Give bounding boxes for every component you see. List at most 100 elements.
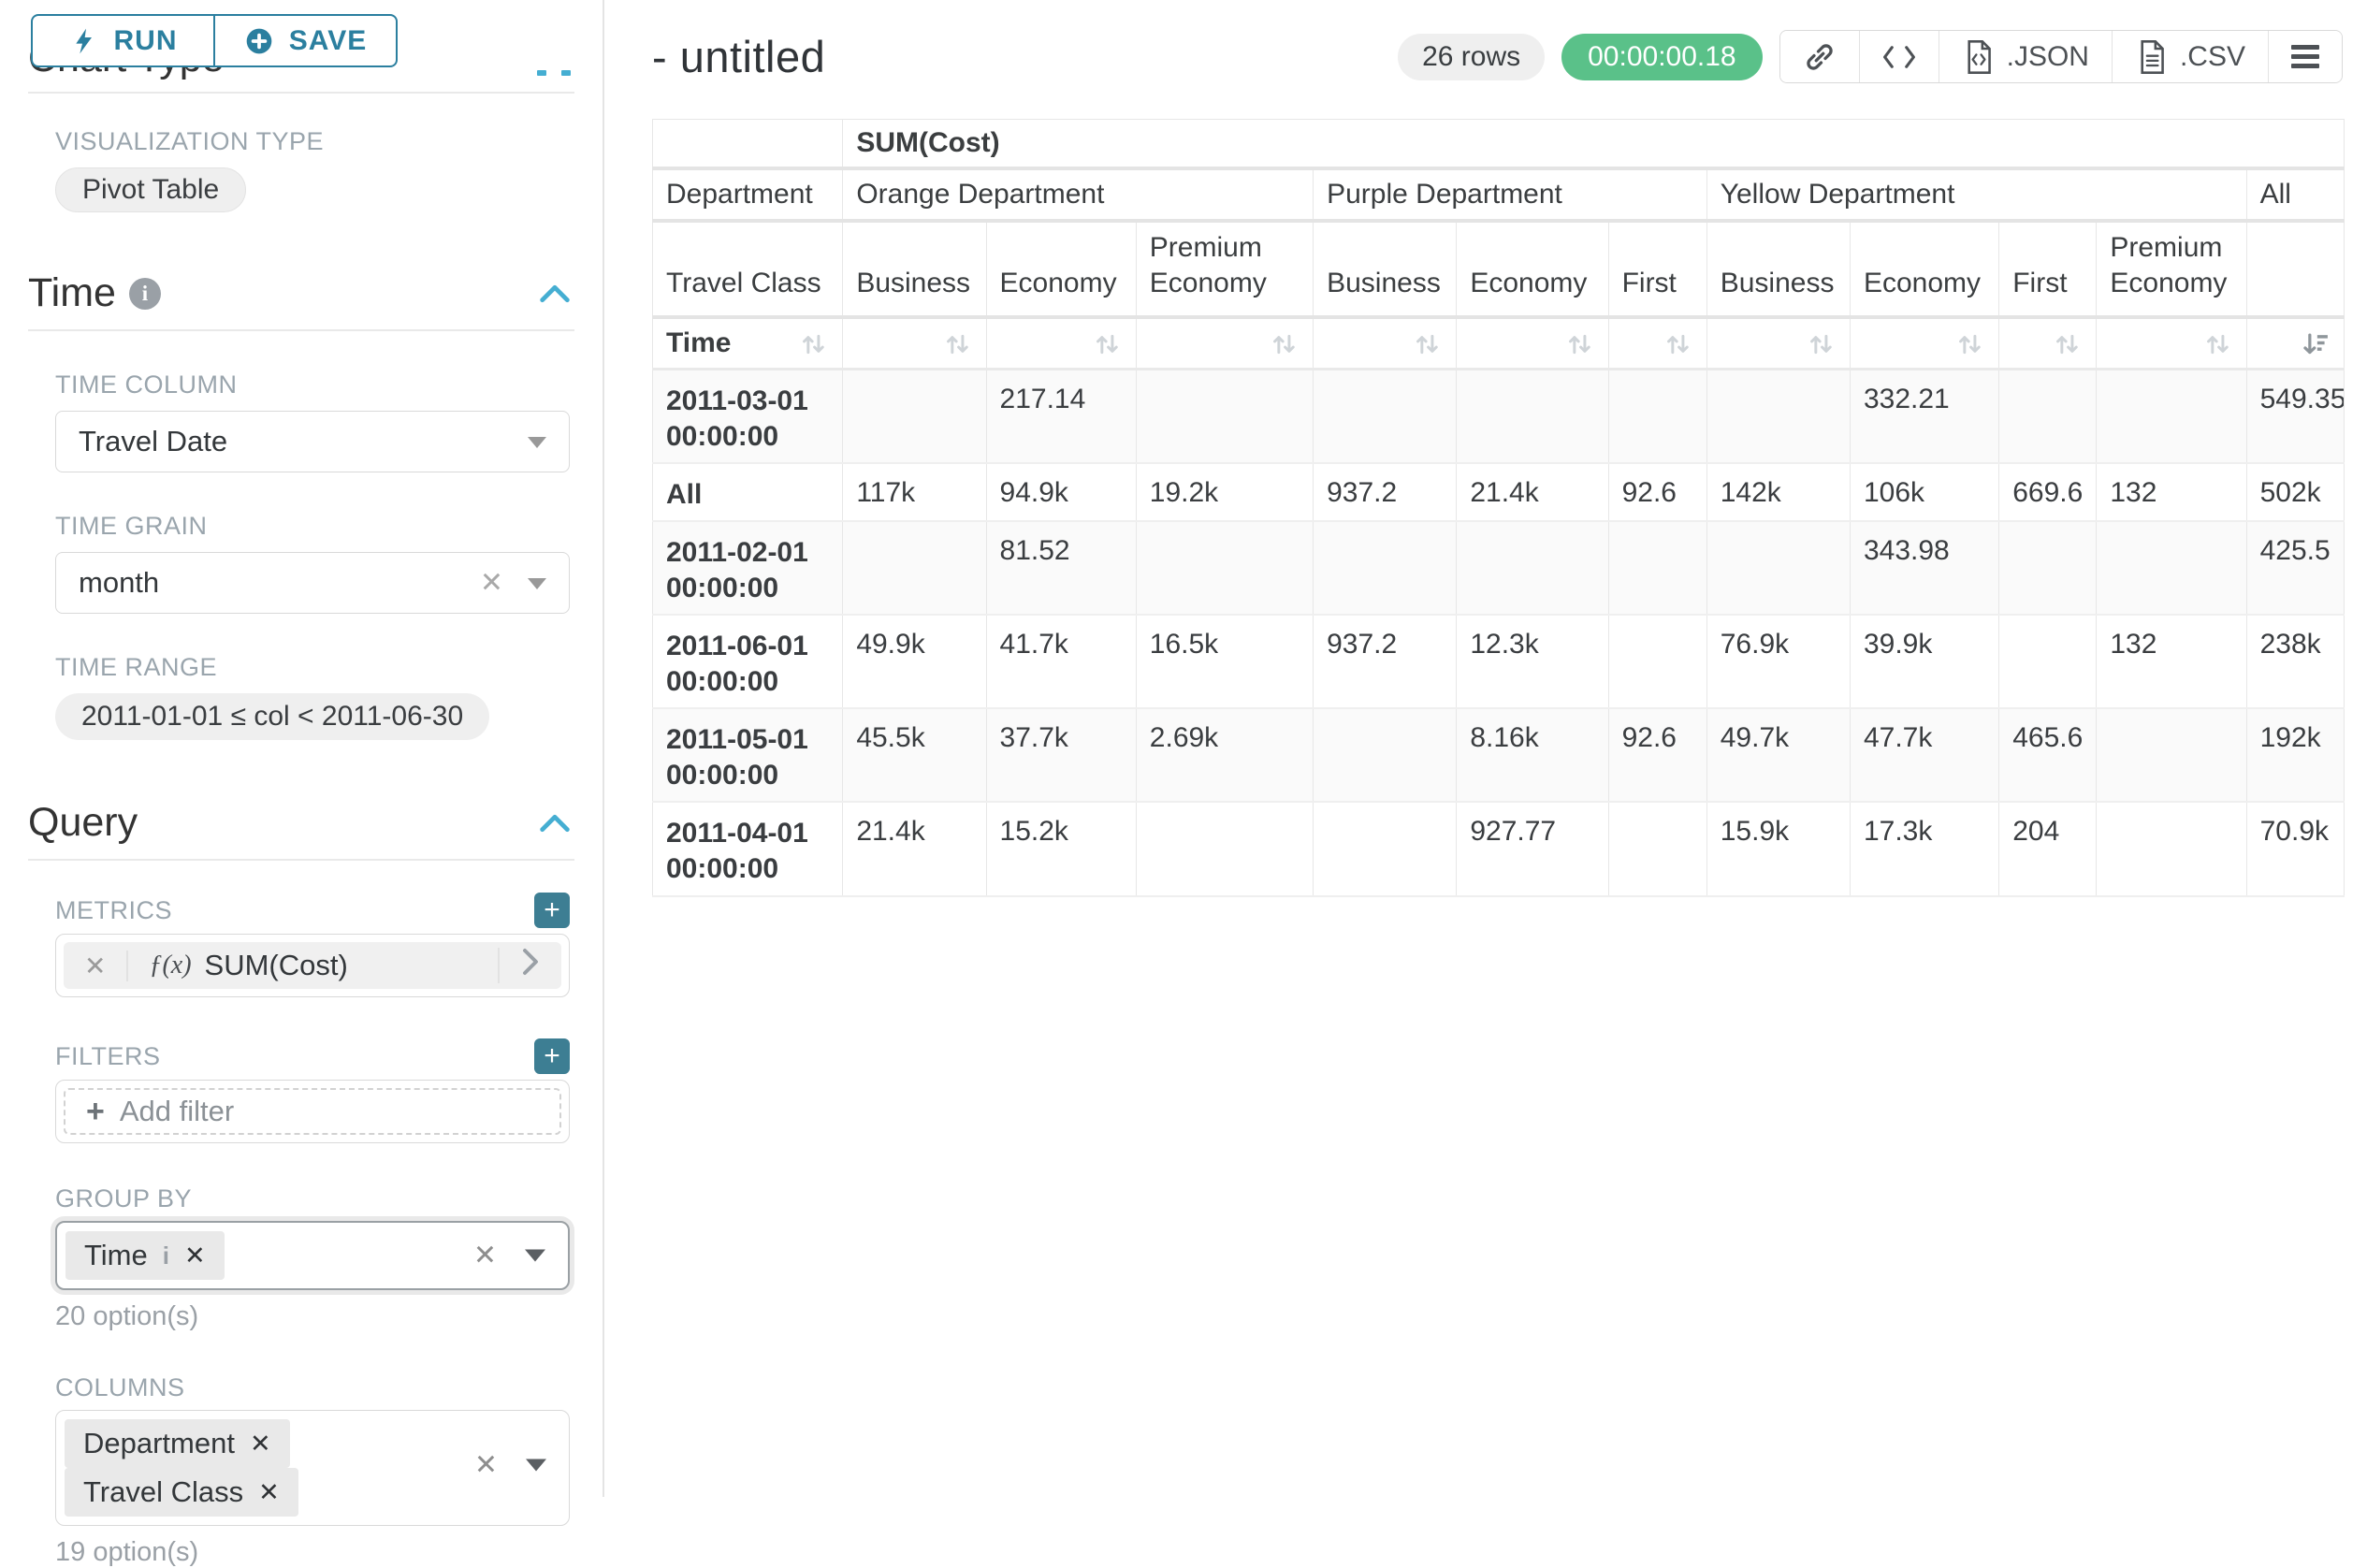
- department-group-header: Yellow Department: [1706, 168, 2246, 221]
- pivot-cell: 217.14: [986, 369, 1136, 463]
- sort-arrows-icon[interactable]: [1663, 329, 1693, 359]
- chart-title[interactable]: - untitled: [652, 31, 825, 82]
- sort-header[interactable]: [1457, 317, 1608, 369]
- class-header: Premium Economy: [2097, 221, 2246, 317]
- department-group-header: All: [2246, 168, 2344, 221]
- sort-header[interactable]: [1850, 317, 1998, 369]
- pivot-cell: [1314, 369, 1457, 463]
- sort-header[interactable]: [2097, 317, 2246, 369]
- pivot-cell: 502k: [2246, 463, 2344, 521]
- time-range-value[interactable]: 2011-01-01 ≤ col < 2011-06-30: [55, 693, 489, 740]
- pivot-cell: 204: [1999, 802, 2097, 895]
- sort-header[interactable]: [1706, 317, 1850, 369]
- group-by-select[interactable]: Time i ✕ ✕: [55, 1221, 570, 1290]
- sort-header[interactable]: [2246, 317, 2344, 369]
- pivot-cell: 142k: [1706, 463, 1850, 521]
- pivot-cell: [2097, 802, 2246, 895]
- remove-tag-icon[interactable]: ✕: [184, 1241, 206, 1270]
- time-sort-header[interactable]: Time: [653, 317, 843, 369]
- pivot-cell: 8.16k: [1457, 708, 1608, 802]
- row-header-time: All: [653, 463, 843, 521]
- clear-icon[interactable]: ✕: [473, 1240, 497, 1272]
- sort-arrows-icon[interactable]: [1270, 329, 1300, 359]
- query-duration-badge: 00:00:00.18: [1561, 34, 1762, 80]
- time-column-select[interactable]: Travel Date: [55, 411, 570, 472]
- class-header: Economy: [986, 221, 1136, 317]
- pivot-cell: 238k: [2246, 615, 2344, 708]
- pivot-cell: [2097, 369, 2246, 463]
- collapse-time-section-icon[interactable]: [540, 284, 570, 303]
- export-json-label: .JSON: [2007, 41, 2089, 73]
- clear-icon[interactable]: ✕: [480, 567, 503, 600]
- copy-link-button[interactable]: [1780, 31, 1859, 82]
- add-filter-dropzone[interactable]: + Add filter: [64, 1088, 561, 1135]
- visualization-type-label: VISUALIZATION TYPE: [55, 127, 570, 156]
- sort-header[interactable]: [1314, 317, 1457, 369]
- department-group-header: Orange Department: [843, 168, 1314, 221]
- sort-arrows-icon[interactable]: [1955, 329, 1985, 359]
- link-icon: [1803, 40, 1837, 74]
- sort-header[interactable]: [1999, 317, 2097, 369]
- sort-arrows-icon[interactable]: [1565, 329, 1595, 359]
- pivot-cell: 49.9k: [843, 615, 986, 708]
- remove-tag-icon[interactable]: ✕: [258, 1478, 280, 1507]
- expand-metric-icon[interactable]: [498, 948, 561, 983]
- collapse-query-section-icon[interactable]: [540, 814, 570, 833]
- class-header: Economy: [1850, 221, 1998, 317]
- pivot-cell: [1314, 708, 1457, 802]
- time-range-label: TIME RANGE: [55, 653, 570, 682]
- remove-metric-icon[interactable]: ✕: [64, 951, 128, 981]
- remove-tag-icon[interactable]: ✕: [250, 1430, 271, 1459]
- pivot-cell: 465.6: [1999, 708, 2097, 802]
- columns-select[interactable]: Department ✕ Travel Class ✕ ✕: [55, 1410, 570, 1526]
- pivot-cell: [1999, 521, 2097, 615]
- time-grain-label: TIME GRAIN: [55, 512, 570, 541]
- clear-icon[interactable]: ✕: [474, 1449, 498, 1482]
- export-csv-button[interactable]: .CSV: [2112, 31, 2268, 82]
- pivot-cell: 19.2k: [1136, 463, 1313, 521]
- pivot-cell: [2097, 521, 2246, 615]
- add-filter-label: Add filter: [120, 1095, 234, 1128]
- pivot-cell: 106k: [1850, 463, 1998, 521]
- sort-arrows-icon[interactable]: [799, 329, 829, 359]
- sort-arrows-icon[interactable]: [2053, 329, 2083, 359]
- pivot-cell: 41.7k: [986, 615, 1136, 708]
- time-grain-select[interactable]: month ✕: [55, 552, 570, 614]
- run-button[interactable]: RUN: [31, 14, 214, 67]
- pivot-cell: 92.6: [1608, 708, 1706, 802]
- sort-arrows-icon[interactable]: [943, 329, 973, 359]
- sort-header[interactable]: [1608, 317, 1706, 369]
- add-metric-button[interactable]: +: [534, 893, 570, 928]
- sort-header[interactable]: [1136, 317, 1313, 369]
- export-json-button[interactable]: .JSON: [1939, 31, 2112, 82]
- sort-header[interactable]: [986, 317, 1136, 369]
- visualization-type-value[interactable]: Pivot Table: [55, 167, 246, 212]
- pivot-cell: 21.4k: [1457, 463, 1608, 521]
- sort-header[interactable]: [843, 317, 986, 369]
- pivot-cell: 937.2: [1314, 463, 1457, 521]
- class-header: Business: [1314, 221, 1457, 317]
- view-query-button[interactable]: [1859, 31, 1939, 82]
- sort-arrows-icon[interactable]: [1413, 329, 1443, 359]
- time-column-value: Travel Date: [79, 425, 227, 458]
- department-row-label: Department: [653, 168, 843, 221]
- save-label: SAVE: [289, 25, 367, 57]
- sort-arrows-icon[interactable]: [1093, 329, 1123, 359]
- sort-arrows-icon[interactable]: [2203, 329, 2233, 359]
- chart-menu-button[interactable]: [2268, 31, 2342, 82]
- sort-arrows-icon[interactable]: [1807, 329, 1837, 359]
- pivot-cell: [1999, 615, 2097, 708]
- save-button[interactable]: SAVE: [214, 14, 398, 67]
- pivot-cell: [1999, 369, 2097, 463]
- metric-pill[interactable]: ✕ ƒ(x) SUM(Cost): [64, 942, 561, 989]
- pivot-cell: 37.7k: [986, 708, 1136, 802]
- add-filter-plus-button[interactable]: +: [534, 1038, 570, 1074]
- columns-tag: Travel Class ✕: [65, 1468, 298, 1517]
- sort-descending-icon[interactable]: [2301, 329, 2331, 359]
